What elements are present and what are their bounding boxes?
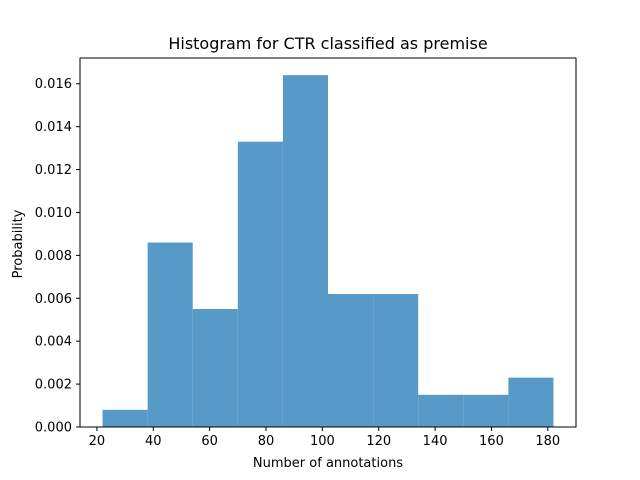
histogram-bar	[463, 394, 509, 427]
y-tick-label: 0.002	[35, 378, 72, 393]
histogram-bar	[373, 293, 419, 427]
histogram-bar	[102, 409, 148, 427]
histogram-bar	[192, 309, 238, 427]
y-axis-ticks: 0.000 0.002 0.004 0.006 0.008 0.010 0.012 0.014…	[35, 77, 80, 436]
y-tick-label: 0.012	[35, 163, 72, 178]
x-tick-label: 100	[310, 434, 335, 449]
y-axis-title: Probability	[11, 209, 26, 278]
x-tick-label: 180	[535, 434, 560, 449]
x-tick-label: 140	[423, 434, 448, 449]
histogram-bar	[147, 242, 193, 427]
histogram-bar	[418, 394, 464, 427]
y-tick-label: 0.016	[35, 77, 72, 92]
histogram-bar	[328, 293, 374, 427]
histogram-bar	[282, 75, 328, 428]
histogram-bar	[237, 141, 283, 427]
y-tick-label: 0.006	[35, 292, 72, 307]
x-tick-label: 160	[479, 434, 504, 449]
y-tick-label: 0.004	[35, 335, 72, 350]
y-tick-label: 0.014	[35, 120, 72, 135]
x-tick-label: 20	[89, 434, 106, 449]
x-tick-label: 120	[366, 434, 391, 449]
plot-frame	[79, 57, 577, 428]
x-tick-label: 60	[201, 434, 218, 449]
x-tick-label: 80	[258, 434, 275, 449]
histogram-bar	[508, 377, 554, 427]
y-tick-label: 0.010	[35, 206, 72, 221]
y-tick-label: 0.008	[35, 249, 72, 264]
x-tick-label: 40	[145, 434, 162, 449]
bars-group	[102, 75, 554, 428]
chart-title: Histogram for CTR classified as premise	[168, 34, 487, 53]
x-axis-title: Number of annotations	[253, 456, 403, 471]
y-tick-label: 0.000	[35, 421, 72, 436]
x-axis-ticks: 20 40 60 80 100 120 140 160 180	[89, 427, 560, 449]
